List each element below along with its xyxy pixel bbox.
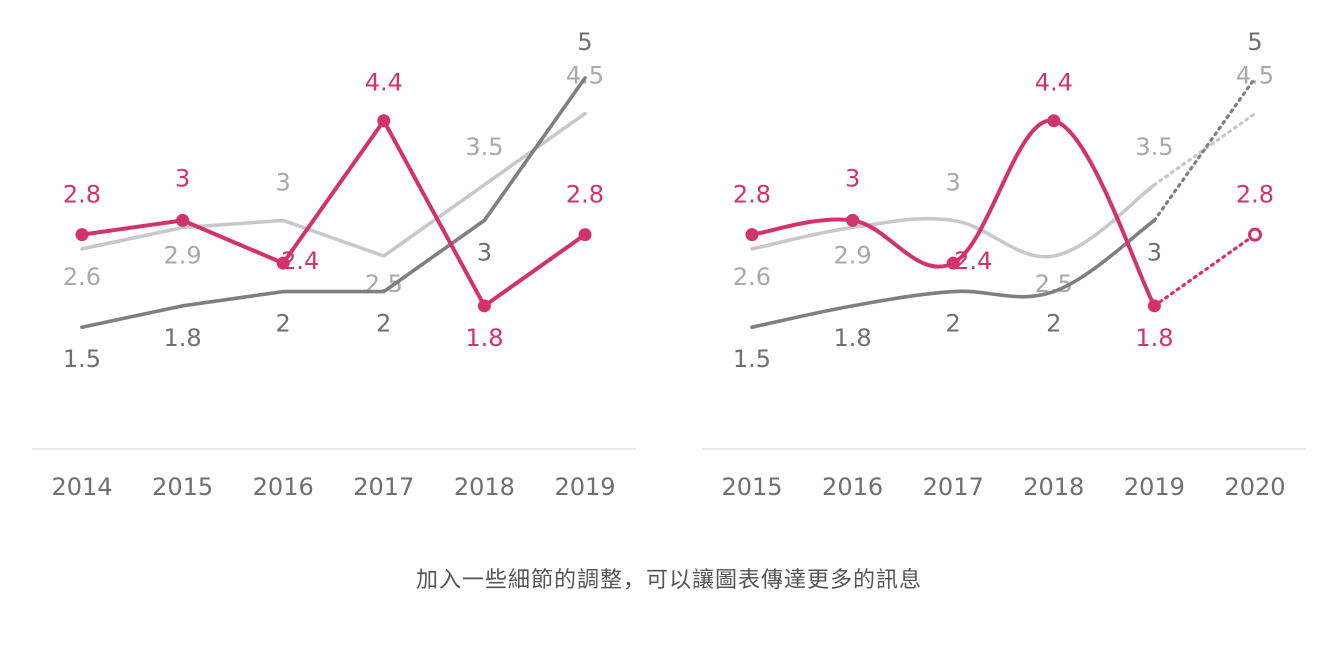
chart-2-series-3-data-label: 1.8 <box>1135 324 1173 352</box>
chart-2-series-1-data-label: 3 <box>946 168 961 196</box>
chart-2-series-1-data-label: 2.6 <box>733 263 771 291</box>
chart-1-series-2-data-label: 1.8 <box>164 324 202 352</box>
chart-2-series-3-data-label: 2.8 <box>1236 181 1274 209</box>
chart-2-series-3-line <box>750 118 1157 308</box>
chart-1-series-1-data-label: 2.9 <box>164 242 202 270</box>
chart-1-series-1-data-label: 4.5 <box>566 62 604 90</box>
chart-1-series-1-data-label: 3 <box>276 168 291 196</box>
chart-2-series-3-data-label: 2.4 <box>954 247 992 275</box>
chart-1-series-2-data-label: 2 <box>376 310 391 338</box>
chart-2-series-2-data-label: 2 <box>1046 310 1061 338</box>
chart-2-series-2-forecast-line <box>1152 76 1257 222</box>
chart-1-series-3-line <box>80 118 587 308</box>
chart-1: 2014 2015 2016 2017 2018 20192.62.932.53.54.5… <box>32 28 636 501</box>
chart-1-series-2-data-label: 2 <box>276 310 291 338</box>
chart-1-series-2-data-label: 5 <box>577 28 592 56</box>
chart-1-series-3-point <box>377 114 391 128</box>
chart-1-series-3-data-label: 2.8 <box>566 181 604 209</box>
chart-2-series-3-point <box>1047 114 1061 128</box>
chart-1-series-2-line <box>80 76 587 329</box>
chart-1-x-tick-label: 2017 <box>353 473 414 501</box>
chart-2-x-tick-label: 2016 <box>822 473 883 501</box>
chart-1-series-1-line <box>80 111 587 258</box>
chart-1-series-3-data-label: 4.4 <box>365 69 403 97</box>
chart-2-series-1-line <box>750 183 1157 259</box>
chart-2-series-3-forecast-line <box>1152 233 1257 308</box>
chart-1-series-3-point <box>176 213 190 227</box>
chart-2-series-1-data-label: 2.9 <box>834 242 872 270</box>
chart-1-series-3-data-label: 1.8 <box>465 324 503 352</box>
chart-2-x-tick-label: 2020 <box>1224 473 1285 501</box>
chart-2-x-tick-label: 2018 <box>1023 473 1084 501</box>
chart-1-series-1-data-label: 2.6 <box>63 263 101 291</box>
chart-2-series-3-point <box>745 228 759 242</box>
chart-1-series-1-data-label: 3.5 <box>465 133 503 161</box>
chart-2-series-2-data-label: 2 <box>946 310 961 338</box>
chart-2-series-2-data-label: 5 <box>1247 28 1262 56</box>
chart-1-series-2-data-label: 3 <box>477 238 492 266</box>
chart-2: 2015 2016 2017 2018 2019 20202.62.932.53.54.5… <box>702 28 1306 501</box>
chart-1-x-tick-label: 2018 <box>454 473 515 501</box>
chart-2-series-3-point <box>846 213 860 227</box>
chart-2-x-tick-label: 2015 <box>721 473 782 501</box>
chart-1-series-3-point <box>578 228 592 242</box>
chart-2-series-3-data-label: 3 <box>845 164 860 192</box>
chart-2-series-3-data-label: 4.4 <box>1035 69 1073 97</box>
chart-2-series-3-data-label: 2.8 <box>733 181 771 209</box>
chart-1-series-3-point <box>75 228 89 242</box>
chart-1-x-tick-label: 2016 <box>253 473 314 501</box>
chart-1-series-3-data-label: 3 <box>175 164 190 192</box>
chart-1-series-3-data-label: 2.4 <box>281 247 319 275</box>
chart-2-series-1-data-label: 3.5 <box>1135 133 1173 161</box>
chart-1-x-tick-label: 2019 <box>554 473 615 501</box>
chart-2-series-2-data-label: 3 <box>1147 238 1162 266</box>
chart-2-series-2-data-label: 1.8 <box>834 324 872 352</box>
chart-2-series-3-point <box>946 256 960 270</box>
chart-2-series-2-data-label: 1.5 <box>733 345 771 373</box>
chart-2-series-3-point <box>1147 299 1161 313</box>
chart-1-series-3-point <box>276 256 290 270</box>
chart-1-series-3-point <box>477 299 491 313</box>
chart-2-x-tick-label: 2019 <box>1124 473 1185 501</box>
chart-1-series-3-data-label: 2.8 <box>63 181 101 209</box>
figure-caption: 加入一些細節的調整，可以讓圖表傳達更多的訊息 <box>415 568 922 593</box>
chart-2-series-2-line <box>750 218 1157 329</box>
chart-1-x-tick-label: 2015 <box>152 473 213 501</box>
chart-2-series-3-point <box>1248 227 1262 242</box>
chart-1-x-tick-label: 2014 <box>51 473 112 501</box>
chart-2-x-tick-label: 2017 <box>923 473 984 501</box>
chart-1-series-2-data-label: 1.5 <box>63 345 101 373</box>
chart-2-series-1-data-label: 4.5 <box>1236 62 1274 90</box>
